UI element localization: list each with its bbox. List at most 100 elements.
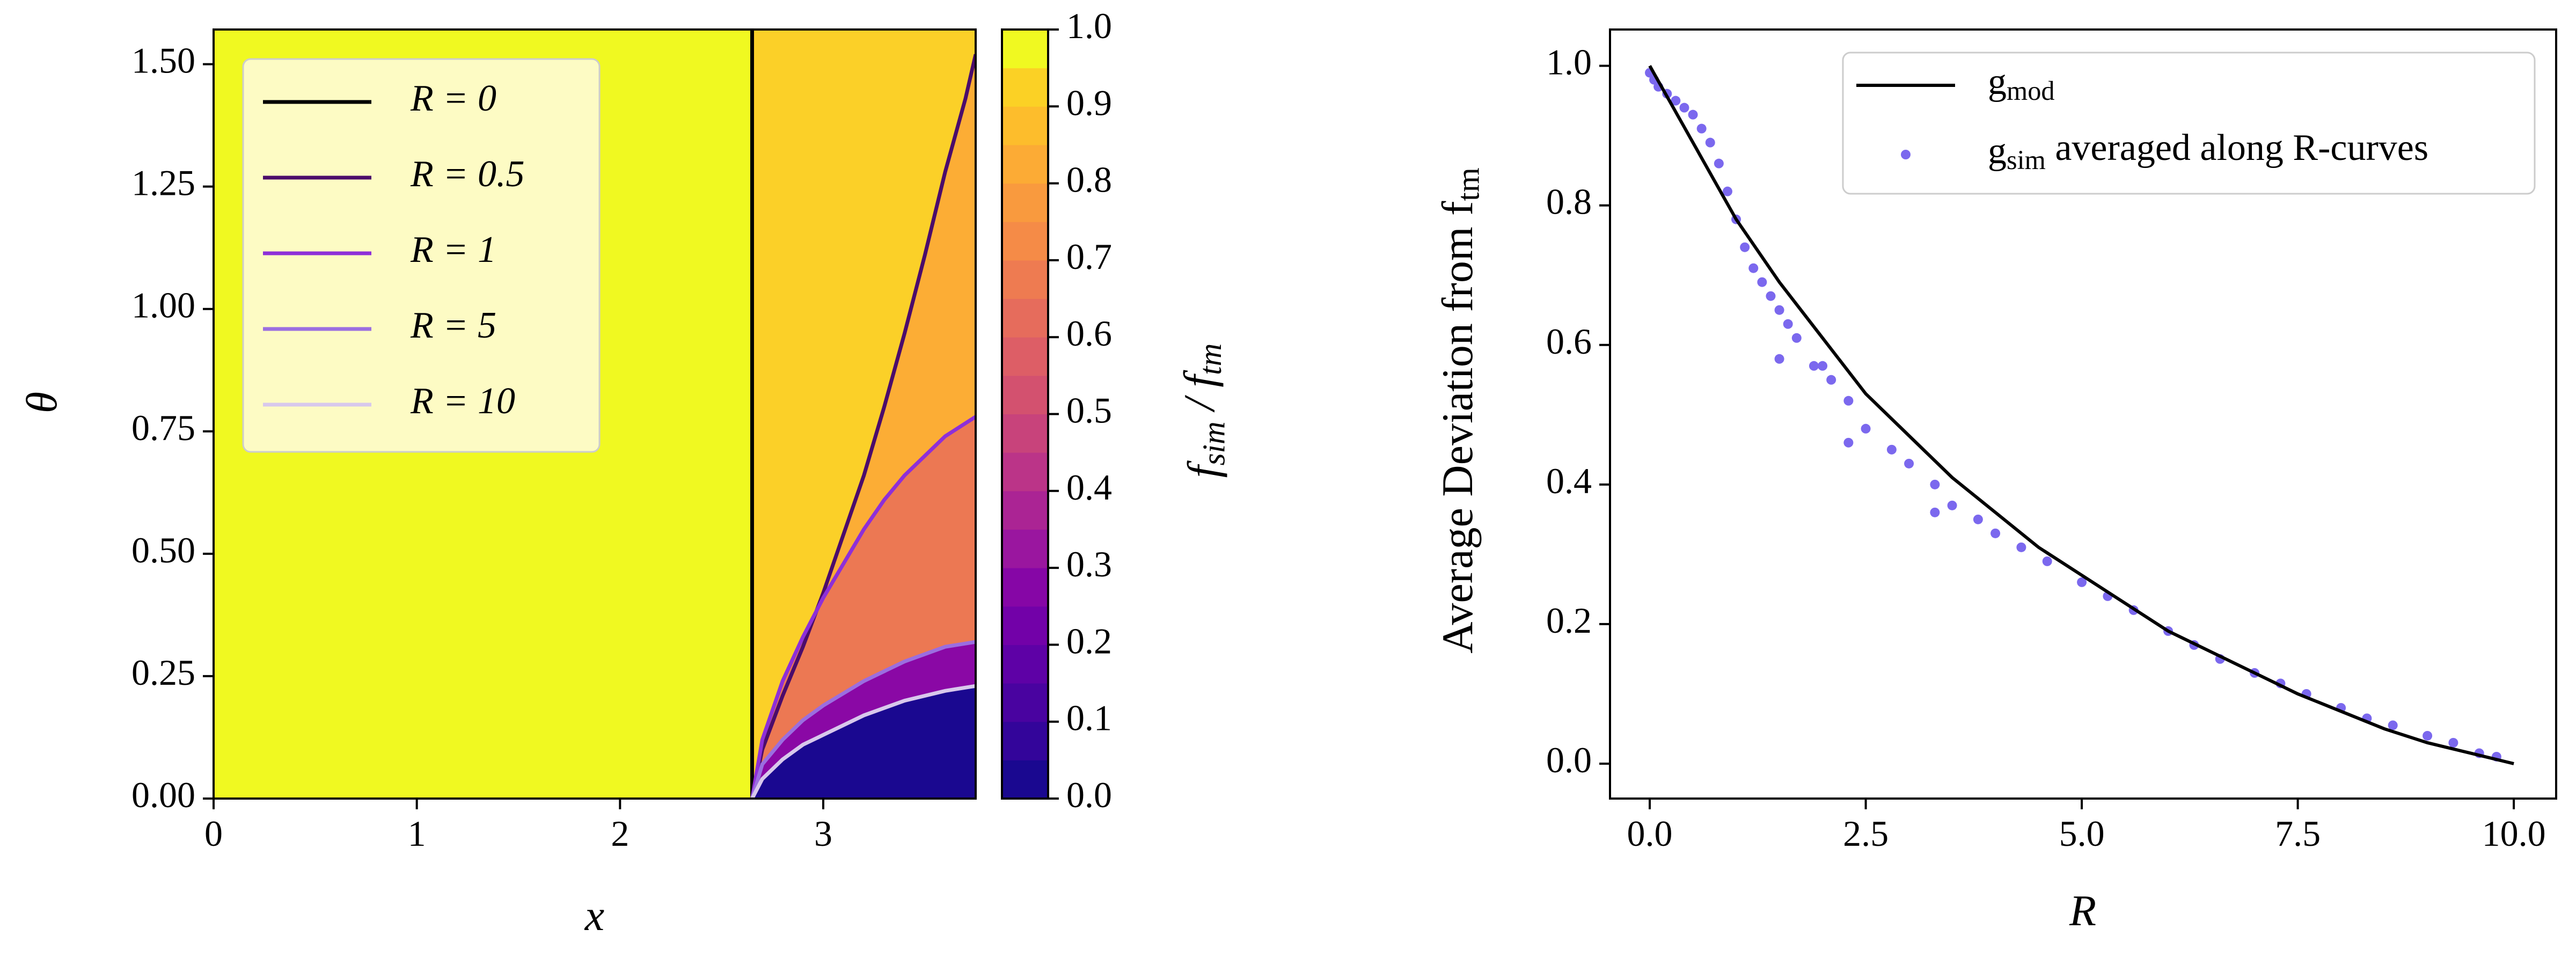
colorbar-band — [1002, 683, 1048, 722]
colorbar-band — [1002, 337, 1048, 376]
colorbar-band — [1002, 222, 1048, 261]
scatter-point — [2388, 720, 2398, 730]
x-tick-label: 0.0 — [1627, 813, 1673, 854]
scatter-point — [1714, 158, 1724, 169]
scatter-point — [1748, 263, 1759, 273]
scatter-point — [1930, 507, 1940, 517]
scatter-point — [1766, 291, 1776, 301]
colorbar-tick-label: 0.5 — [1066, 390, 1112, 430]
colorbar-band — [1002, 414, 1048, 453]
colorbar-band — [1002, 491, 1048, 530]
scatter-point — [1809, 361, 1819, 371]
colorbar-tick-label: 1.0 — [1066, 5, 1112, 46]
colorbar-band — [1002, 68, 1048, 107]
model-line — [1648, 65, 2514, 765]
y-tick-label: 0.2 — [1546, 600, 1592, 641]
scatter-point — [1783, 319, 1793, 329]
y-axis-label: θ — [17, 392, 66, 413]
legend-label: R = 5 — [410, 305, 496, 346]
scatter-point — [2448, 737, 2458, 748]
scatter-point — [2042, 556, 2052, 566]
scatter-point — [1973, 514, 1983, 524]
y-tick-label: 1.50 — [131, 40, 195, 80]
scatter-point — [2423, 730, 2433, 741]
scatter-point — [1886, 444, 1897, 455]
legend-label: gsim​ averaged along R-curves — [1988, 127, 2428, 175]
r-curve — [750, 54, 976, 799]
r-curve — [750, 684, 976, 799]
y-tick-label: 0.50 — [131, 529, 195, 570]
y-tick-label: 1.00 — [131, 284, 195, 325]
x-axis-label: x — [584, 891, 604, 940]
x-tick-label: 2 — [611, 813, 629, 854]
y-tick-label: 1.25 — [131, 162, 195, 203]
colorbar-tick-label: 0.2 — [1066, 620, 1112, 661]
scatter-point — [1791, 333, 1802, 343]
legend-swatch — [1901, 150, 1911, 159]
scatter-point — [2016, 542, 2026, 552]
scatter-point — [1826, 375, 1836, 385]
colorbar-band — [1002, 645, 1048, 684]
colorbar-band — [1002, 260, 1048, 299]
x-tick-label: 3 — [814, 813, 832, 854]
y-tick-label: 1.0 — [1546, 41, 1592, 82]
colorbar-tick-label: 0.9 — [1066, 82, 1112, 123]
legend-label: R = 10 — [410, 380, 515, 422]
legend-box — [242, 58, 601, 453]
x-tick-label: 7.5 — [2275, 813, 2321, 854]
scatter-point — [2077, 577, 2087, 587]
colorbar-tick-label: 0.4 — [1066, 466, 1112, 507]
scatter-point — [1696, 123, 1707, 134]
scatter-point — [1843, 396, 1854, 406]
r-curve — [750, 640, 976, 799]
colorbar-tick-label: 0.1 — [1066, 697, 1112, 738]
scatter-point — [1930, 479, 1940, 489]
colorbar-band — [1002, 568, 1048, 607]
scatter-point — [1679, 103, 1689, 113]
contour-band — [752, 686, 976, 799]
colorbar-band — [1002, 298, 1048, 338]
scatter-point — [1904, 458, 1914, 469]
r-curve — [750, 415, 976, 799]
legend-label: R = 0.5 — [410, 153, 525, 195]
colorbar-band — [1002, 183, 1048, 222]
x-tick-label: 1 — [408, 813, 426, 854]
y-tick-label: 0.8 — [1546, 181, 1592, 222]
scatter-point — [1705, 137, 1715, 148]
scatter-point — [1774, 305, 1784, 315]
x-tick-label: 10.0 — [2482, 813, 2546, 854]
colorbar-band — [1002, 760, 1048, 799]
scatter-point — [1671, 96, 1681, 106]
x-tick-label: 5.0 — [2059, 813, 2105, 854]
colorbar-tick-label: 0.3 — [1066, 544, 1112, 584]
scatter-point — [1990, 528, 2001, 538]
scatter-point — [1688, 109, 1698, 120]
colorbar-tick-label: 0.6 — [1066, 313, 1112, 354]
scatter-point — [1740, 242, 1750, 252]
y-tick-label: 0.00 — [131, 774, 195, 815]
legend-label: R = 1 — [410, 229, 496, 270]
colorbar-band — [1002, 144, 1048, 184]
colorbar-band — [1002, 721, 1048, 760]
x-tick-label: 2.5 — [1843, 813, 1889, 854]
colorbar-label: fsim​ / ftm​ — [1175, 343, 1231, 478]
colorbar-tick-label: 0.0 — [1066, 774, 1112, 815]
colorbar-band — [1002, 529, 1048, 568]
x-tick-label: 0 — [204, 813, 223, 854]
colorbar-tick-label: 0.7 — [1066, 236, 1112, 277]
colorbar-band — [1002, 375, 1048, 414]
colorbar-band — [1002, 106, 1048, 145]
y-tick-label: 0.4 — [1546, 460, 1592, 501]
legend-label: R = 0 — [410, 78, 496, 119]
y-tick-label: 0.6 — [1546, 320, 1592, 361]
y-tick-label: 0.75 — [131, 407, 195, 448]
y-axis-label: Average Deviation from ftm​ — [1433, 167, 1485, 654]
axes-frame — [213, 28, 977, 800]
scatter-point — [1722, 186, 1732, 196]
scatter-point — [1757, 277, 1767, 287]
axes-frame — [1609, 28, 2557, 800]
y-tick-label: 0.25 — [131, 652, 195, 693]
colorbar-band — [1002, 452, 1048, 492]
scatter-point — [1843, 437, 1854, 448]
